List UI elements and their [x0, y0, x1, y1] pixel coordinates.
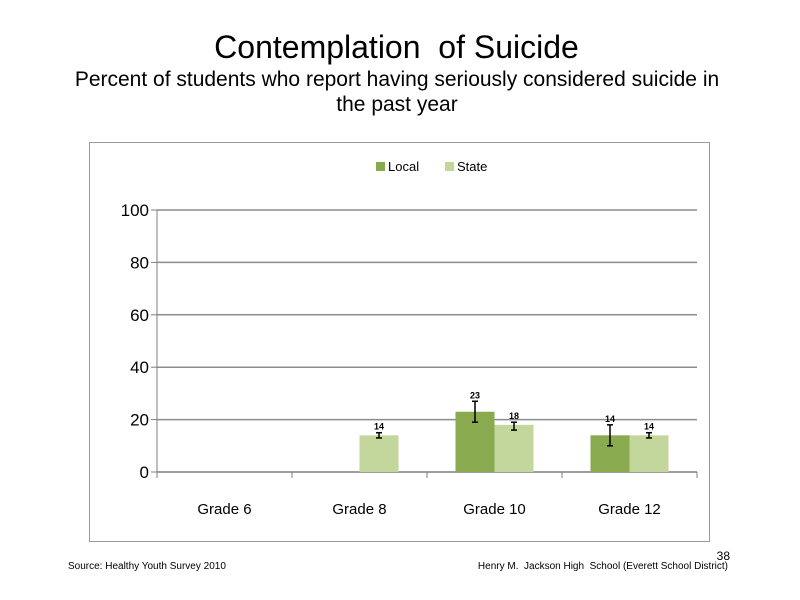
- error-bar-local-grade-12: [607, 424, 613, 447]
- bar-state-grade-12: [629, 435, 669, 472]
- legend-item-local: Local: [376, 159, 419, 174]
- slide-title: Contemplation of Suicide: [214, 29, 579, 65]
- y-tick-label-60: 60: [130, 306, 149, 325]
- data-labels: 23 14 14 18 14: [374, 390, 654, 431]
- x-tick-label-grade-6: Grade 6: [197, 501, 251, 518]
- slide-subtitle: Percent of students who report having se…: [74, 68, 720, 116]
- legend-swatch-state: [445, 162, 454, 171]
- y-tick-label-80: 80: [130, 253, 149, 272]
- data-label-local-grade-12: 14: [605, 414, 615, 424]
- chart-frame: 23 14 14 18 14 0 20 40 60 80 100 Grade 6 Grade 8 Gr…: [89, 142, 710, 542]
- data-label-state-grade-12: 14: [644, 422, 654, 432]
- bar-state-grade-10: [494, 424, 534, 472]
- x-tick-label-grade-12: Grade 12: [598, 501, 661, 518]
- legend-label-local: Local: [388, 159, 419, 174]
- x-tick-label-grade-8: Grade 8: [332, 501, 386, 518]
- source-note: Source: Healthy Youth Survey 2010: [68, 561, 226, 572]
- slide-number: 38: [716, 549, 730, 563]
- y-tick-label-20: 20: [130, 411, 149, 430]
- legend-item-state: State: [445, 159, 487, 174]
- y-axis-ticks: 0 20 40 60 80 100: [121, 201, 149, 482]
- error-bar-state-grade-8: [376, 431, 382, 439]
- bar-state-grade-8: [359, 435, 399, 472]
- error-bars: [376, 400, 652, 447]
- legend: Local State: [376, 159, 487, 174]
- error-bar-state-grade-12: [646, 431, 652, 439]
- error-bar-local-grade-10: [472, 400, 478, 423]
- y-tick-label-40: 40: [130, 358, 149, 377]
- y-tick-label-0: 0: [140, 463, 149, 482]
- error-bar-state-grade-10: [511, 421, 517, 431]
- school-note: Henry M. Jackson High School (Everett Sc…: [477, 561, 728, 572]
- y-tick-label-100: 100: [121, 201, 149, 220]
- gridlines: [151, 209, 698, 478]
- x-axis-ticks: Grade 6 Grade 8 Grade 10 Grade 12: [197, 501, 660, 518]
- data-label-state-grade-8: 14: [374, 422, 384, 432]
- data-label-local-grade-10: 23: [470, 390, 480, 400]
- x-tick-label-grade-10: Grade 10: [463, 501, 526, 518]
- bars: [359, 411, 669, 472]
- data-label-state-grade-10: 18: [509, 411, 519, 421]
- legend-swatch-local: [376, 162, 385, 171]
- legend-label-state: State: [457, 159, 487, 174]
